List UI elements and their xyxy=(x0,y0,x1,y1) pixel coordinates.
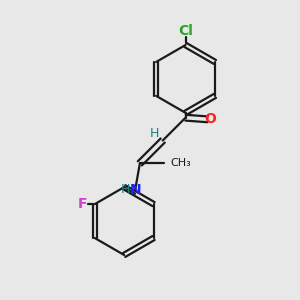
Text: F: F xyxy=(78,197,87,211)
Text: H: H xyxy=(150,127,159,140)
Text: H: H xyxy=(121,183,130,196)
Text: Cl: Cl xyxy=(178,24,193,38)
Text: O: O xyxy=(204,112,216,126)
Text: CH₃: CH₃ xyxy=(170,158,190,168)
Text: N: N xyxy=(130,183,142,197)
